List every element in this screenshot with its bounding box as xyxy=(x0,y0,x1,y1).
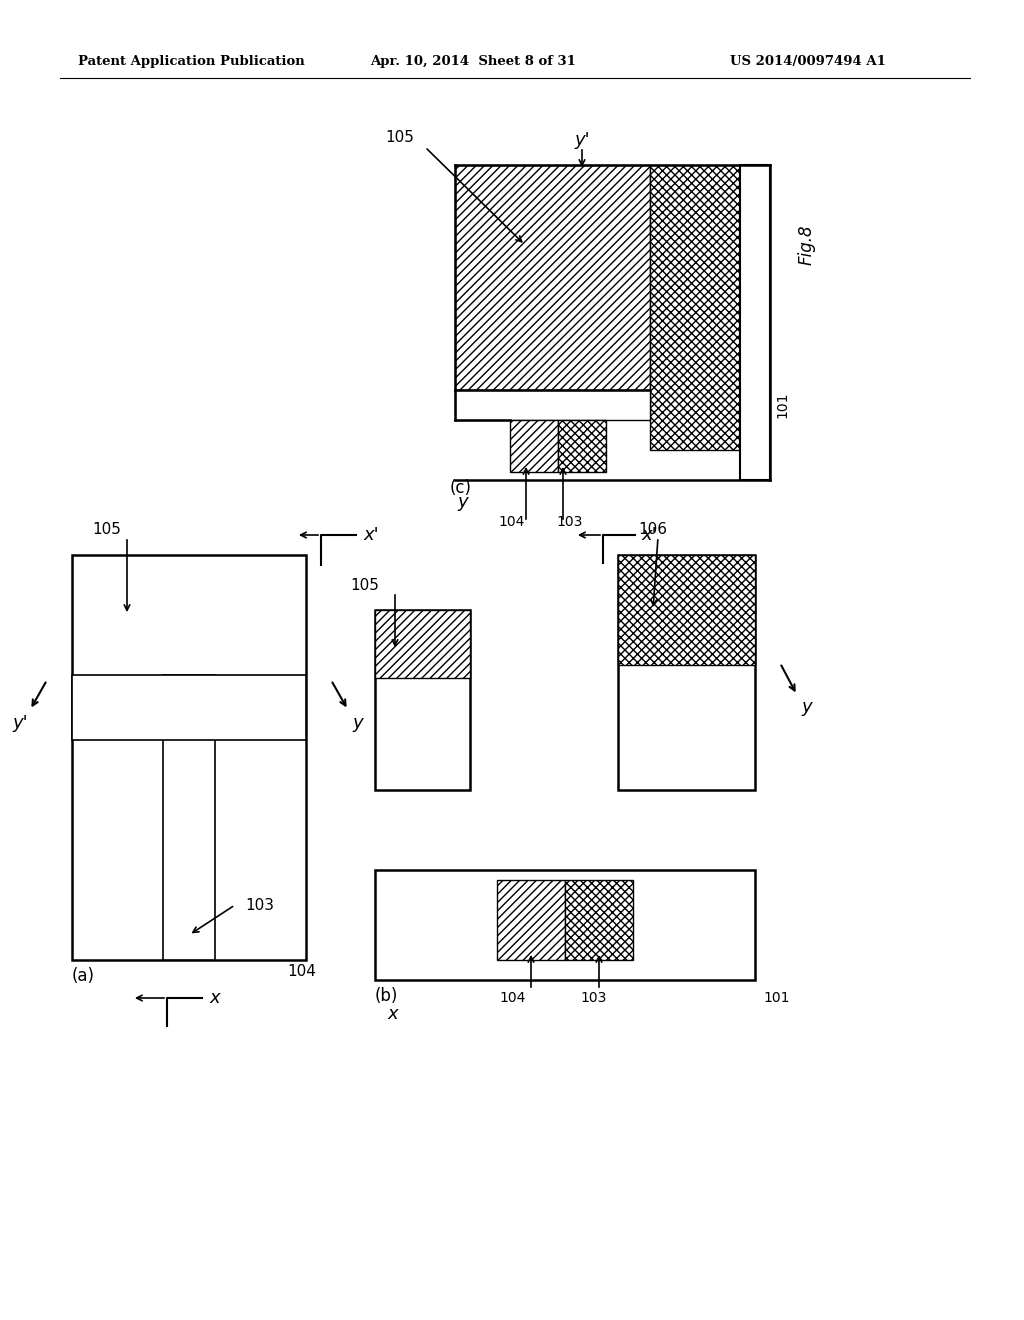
Bar xyxy=(455,165,650,389)
Text: (a): (a) xyxy=(72,968,95,985)
Text: y: y xyxy=(352,714,364,733)
Bar xyxy=(497,880,565,960)
Text: 103: 103 xyxy=(556,515,583,529)
Text: 105: 105 xyxy=(350,578,380,593)
Bar xyxy=(163,675,215,960)
Text: Fig.8: Fig.8 xyxy=(798,224,816,265)
Text: 101: 101 xyxy=(775,392,790,418)
Text: Apr. 10, 2014  Sheet 8 of 31: Apr. 10, 2014 Sheet 8 of 31 xyxy=(370,55,575,69)
Bar xyxy=(455,389,650,420)
Text: US 2014/0097494 A1: US 2014/0097494 A1 xyxy=(730,55,886,69)
Bar xyxy=(565,880,633,960)
Text: Patent Application Publication: Patent Application Publication xyxy=(78,55,305,69)
Bar xyxy=(618,554,755,789)
Text: 104: 104 xyxy=(287,965,315,979)
Text: 106: 106 xyxy=(748,232,762,259)
Bar xyxy=(740,165,770,480)
Text: y: y xyxy=(458,492,468,511)
Text: x: x xyxy=(209,989,219,1007)
Text: x: x xyxy=(387,1005,397,1023)
Bar xyxy=(375,610,470,678)
Text: (b): (b) xyxy=(375,987,398,1005)
Bar xyxy=(455,165,770,480)
Bar xyxy=(650,165,740,450)
Bar xyxy=(618,554,755,665)
Text: y': y' xyxy=(12,714,28,733)
Text: (c): (c) xyxy=(450,479,472,498)
Text: 103: 103 xyxy=(245,898,274,912)
Text: 103: 103 xyxy=(581,991,607,1005)
Text: 105: 105 xyxy=(386,129,415,144)
Text: 104: 104 xyxy=(498,515,524,529)
Text: x': x' xyxy=(641,525,656,544)
Text: y': y' xyxy=(574,131,590,149)
Bar xyxy=(510,420,558,473)
Text: x': x' xyxy=(362,525,379,544)
Bar xyxy=(375,870,755,979)
Text: 101: 101 xyxy=(763,991,790,1005)
Bar xyxy=(72,675,306,741)
Bar xyxy=(558,420,606,473)
Text: 106: 106 xyxy=(639,523,668,537)
Bar xyxy=(375,610,470,789)
Text: y: y xyxy=(802,698,812,715)
Bar xyxy=(72,554,306,960)
Text: 105: 105 xyxy=(92,523,122,537)
Text: 104: 104 xyxy=(500,991,526,1005)
